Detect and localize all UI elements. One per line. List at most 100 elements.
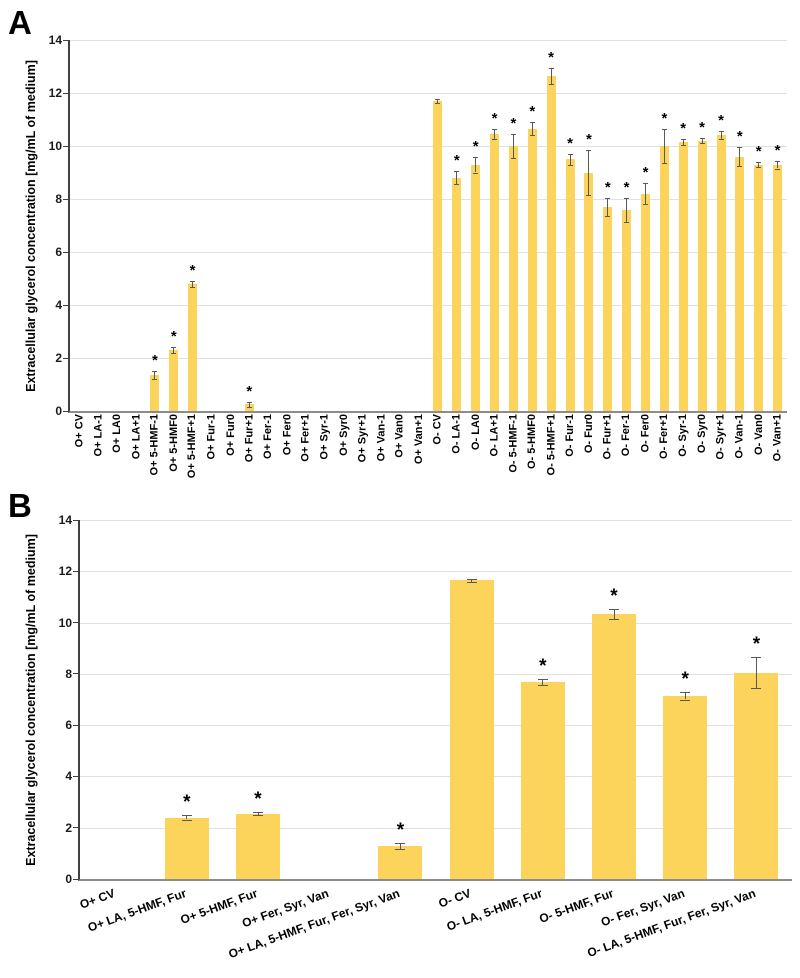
error-bar bbox=[663, 128, 665, 164]
error-bar-cap bbox=[492, 128, 497, 130]
y-tick-label: 0 bbox=[55, 404, 62, 418]
significance-asterisk: * bbox=[396, 819, 405, 841]
error-bar-cap bbox=[253, 815, 263, 817]
error-bar bbox=[399, 842, 401, 849]
error-bar-cap bbox=[609, 618, 619, 620]
error-bar bbox=[257, 811, 259, 816]
gridline bbox=[70, 358, 787, 359]
error-bar-cap bbox=[510, 157, 516, 159]
error-bar-cap bbox=[661, 128, 667, 130]
y-tick-label: 14 bbox=[58, 513, 72, 527]
significance-asterisk: * bbox=[567, 135, 573, 152]
bar bbox=[508, 146, 518, 411]
x-tick-label: O- Syr+1 bbox=[715, 414, 727, 460]
error-bar bbox=[550, 67, 552, 84]
x-tick-label: O+ Syr0 bbox=[337, 414, 350, 456]
error-bar bbox=[542, 678, 544, 685]
error-bar-cap bbox=[548, 83, 554, 85]
bar bbox=[754, 164, 764, 411]
error-bar bbox=[437, 99, 439, 103]
y-tick-label: 2 bbox=[65, 820, 72, 835]
error-bar bbox=[777, 160, 779, 169]
y-tick-label: 8 bbox=[55, 192, 62, 206]
error-bar-cap bbox=[605, 197, 611, 199]
error-bar-cap bbox=[586, 195, 592, 196]
error-bar-cap bbox=[529, 122, 535, 124]
y-axis-tick bbox=[73, 622, 78, 624]
error-bar-cap bbox=[680, 699, 691, 701]
error-bar bbox=[645, 183, 646, 205]
significance-asterisk: * bbox=[246, 382, 253, 400]
error-bar bbox=[739, 147, 741, 166]
gridline bbox=[80, 725, 792, 727]
error-bar-cap bbox=[643, 204, 648, 206]
x-tick-label: O+ Fur-1 bbox=[205, 414, 218, 460]
gridline bbox=[80, 520, 792, 521]
error-bar-cap bbox=[609, 608, 619, 610]
x-tick-label: O+ CV bbox=[78, 886, 118, 912]
x-tick-label: O- Fur+1 bbox=[601, 414, 614, 460]
error-bar-cap bbox=[473, 172, 479, 174]
error-bar-cap bbox=[756, 161, 762, 163]
error-bar-cap bbox=[775, 160, 781, 162]
y-axis-tick bbox=[73, 673, 78, 675]
panel-b-plot-area: 0 2 4 6 8 10 12 14 O+ CV * O+ LA, 5-HMF, Fur * O+ 5-… bbox=[59, 513, 792, 961]
significance-asterisk: * bbox=[510, 115, 517, 133]
x-tick-label: O- 5-HMF0 bbox=[526, 414, 539, 469]
error-bar-cap bbox=[190, 280, 196, 282]
error-bar-cap bbox=[435, 99, 441, 101]
error-bar-cap bbox=[661, 163, 667, 165]
x-tick-label: O- Fer-1 bbox=[620, 414, 633, 457]
gridline bbox=[70, 252, 787, 253]
bar bbox=[773, 164, 783, 411]
y-axis-tick bbox=[73, 724, 78, 726]
error-bar-cap bbox=[395, 842, 406, 844]
error-bar-cap bbox=[699, 143, 705, 145]
error-bar-cap bbox=[775, 168, 781, 170]
error-bar-cap bbox=[756, 167, 762, 169]
significance-asterisk: * bbox=[529, 103, 536, 121]
error-bar-cap bbox=[751, 688, 762, 689]
y-tick-label: 12 bbox=[48, 86, 62, 100]
bar bbox=[592, 613, 636, 879]
y-axis-tick bbox=[73, 570, 78, 572]
error-bar-cap bbox=[737, 165, 743, 167]
x-tick-label: O- Fur-1 bbox=[564, 414, 576, 457]
x-tick-label: O+ LA0 bbox=[111, 414, 124, 453]
bar bbox=[735, 156, 745, 411]
y-axis-tick bbox=[73, 878, 78, 880]
bar bbox=[150, 375, 160, 411]
y-axis-tick bbox=[63, 357, 68, 359]
bar bbox=[716, 135, 726, 411]
y-axis-tick bbox=[63, 40, 68, 41]
bar bbox=[520, 681, 565, 879]
x-tick-label: O+ 5-HMF0 bbox=[167, 414, 180, 472]
error-bar-cap bbox=[492, 139, 497, 141]
bar bbox=[164, 817, 209, 879]
bar bbox=[678, 142, 688, 411]
error-bar bbox=[154, 371, 156, 380]
error-bar-cap bbox=[751, 657, 762, 659]
y-axis-tick bbox=[63, 304, 68, 306]
gridline bbox=[80, 673, 792, 675]
bar bbox=[659, 146, 669, 411]
y-axis-tick bbox=[63, 92, 68, 94]
gridline bbox=[70, 146, 787, 147]
significance-asterisk: * bbox=[472, 137, 479, 155]
error-bar-cap bbox=[466, 582, 477, 584]
error-bar-cap bbox=[567, 154, 573, 155]
error-bar-cap bbox=[718, 131, 724, 133]
significance-asterisk: * bbox=[453, 152, 460, 170]
significance-asterisk: * bbox=[183, 792, 191, 814]
y-tick-label: 4 bbox=[55, 298, 62, 312]
error-bar-cap bbox=[643, 183, 648, 185]
significance-asterisk: * bbox=[254, 788, 262, 810]
y-axis-tick bbox=[63, 145, 68, 147]
y-axis-tick bbox=[73, 520, 78, 521]
error-bar bbox=[531, 122, 533, 136]
x-tick-label: O+ LA-1 bbox=[92, 414, 105, 457]
error-bar bbox=[569, 154, 571, 165]
gridline bbox=[70, 93, 787, 94]
x-tick-label: O- Fur0 bbox=[582, 414, 595, 454]
error-bar bbox=[684, 691, 686, 700]
